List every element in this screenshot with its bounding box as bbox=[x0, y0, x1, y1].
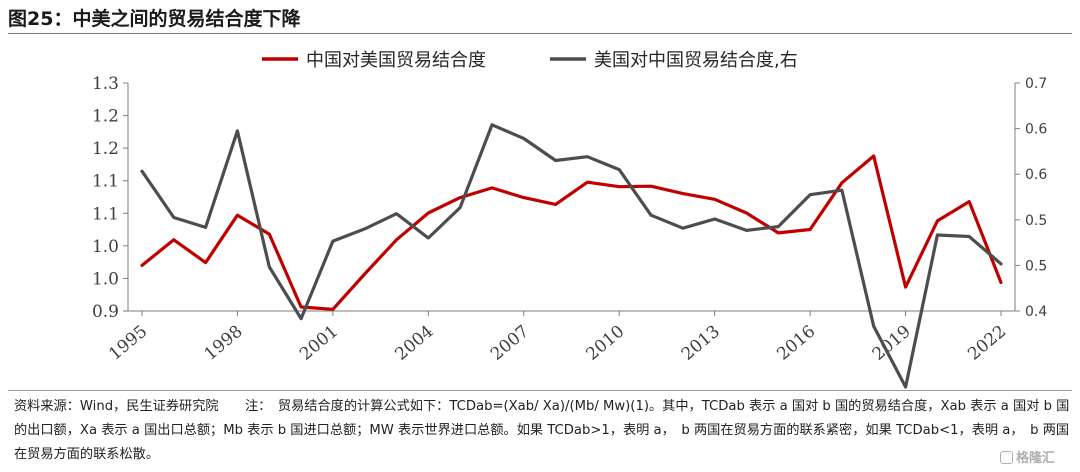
x-tick-label: 2013 bbox=[678, 322, 724, 365]
y-right-tick-label: 0.5 bbox=[1025, 213, 1047, 229]
line-chart: 0.9 1.0 1.0 1.1 1.1 1.2 1.2 1.3 0.4 0.5 0.5 0.6 0.6 0… bbox=[92, 50, 1047, 389]
y-left-tick-label: 1.3 bbox=[92, 74, 119, 94]
series-line-us-to-china bbox=[140, 123, 1003, 389]
y-left-tick-label: 1.2 bbox=[92, 139, 119, 159]
legend-label-us-to-china: 美国对中国贸易结合度,右 bbox=[594, 50, 798, 71]
series-line-china-to-us bbox=[140, 154, 1003, 311]
y-right-tick-label: 0.6 bbox=[1025, 122, 1047, 138]
chart-title: 图25：中美之间的贸易结合度下降 bbox=[8, 8, 301, 30]
x-tick-label: 2001 bbox=[296, 322, 342, 365]
y-right-tick-label: 0.5 bbox=[1025, 258, 1047, 274]
y-right-tick-label: 0.7 bbox=[1025, 76, 1047, 92]
watermark: 格隆汇 bbox=[1000, 447, 1055, 466]
watermark-text: 格隆汇 bbox=[1016, 451, 1056, 466]
source-note: 资料来源：Wind，民生证券研究院 注： 贸易结合度的计算公式如下：TCDab=… bbox=[14, 399, 1070, 462]
legend-label-china-to-us: 中国对美国贸易结合度 bbox=[306, 50, 486, 71]
x-tick-label: 2007 bbox=[487, 322, 533, 365]
y-right-tick-label: 0.6 bbox=[1025, 167, 1047, 183]
y-left-tick-label: 1.2 bbox=[92, 107, 119, 127]
y-left-tick-label: 0.9 bbox=[92, 302, 119, 322]
y-left-tick-label: 1.0 bbox=[92, 269, 119, 289]
x-tick-label: 1998 bbox=[201, 322, 247, 365]
footer-divider bbox=[8, 390, 1072, 391]
x-tick-label: 2016 bbox=[773, 322, 819, 365]
x-tick-label: 2004 bbox=[392, 322, 438, 365]
title-divider bbox=[8, 33, 1072, 34]
x-tick-label: 2022 bbox=[964, 322, 1010, 365]
x-tick-label: 2010 bbox=[582, 322, 628, 365]
y-left-tick-label: 1.1 bbox=[92, 204, 119, 224]
y-left-tick-label: 1.0 bbox=[92, 237, 119, 257]
x-tick-label: 1995 bbox=[105, 322, 151, 365]
y-right-tick-label: 0.4 bbox=[1025, 304, 1047, 320]
watermark-logo-icon bbox=[1000, 451, 1013, 464]
y-left-tick-label: 1.1 bbox=[92, 172, 119, 192]
